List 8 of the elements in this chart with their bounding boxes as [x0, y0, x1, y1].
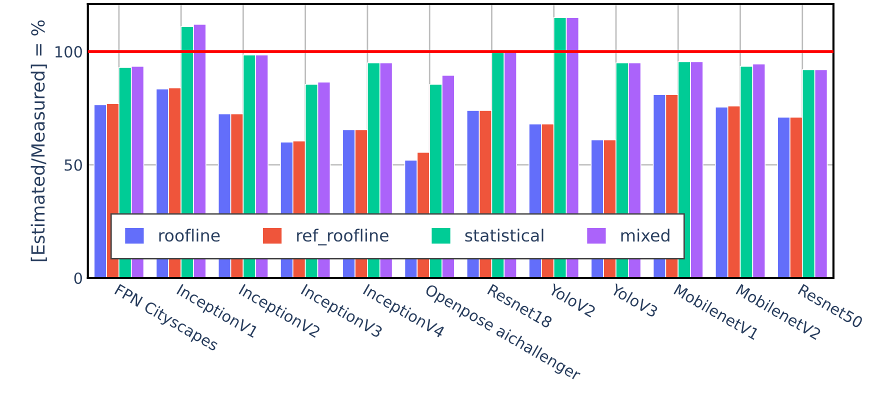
legend-label: roofline	[159, 228, 220, 242]
y-tick-label: 0	[74, 272, 82, 284]
legend-label: statistical	[465, 228, 544, 242]
y-axis-title: [Estimated/Measured] = %	[30, 20, 47, 262]
legend-label: ref_roofline	[297, 228, 388, 246]
legend-label: mixed	[621, 228, 670, 242]
y-tick-label: 100	[56, 46, 82, 58]
y-tick-label: 50	[64, 159, 82, 171]
